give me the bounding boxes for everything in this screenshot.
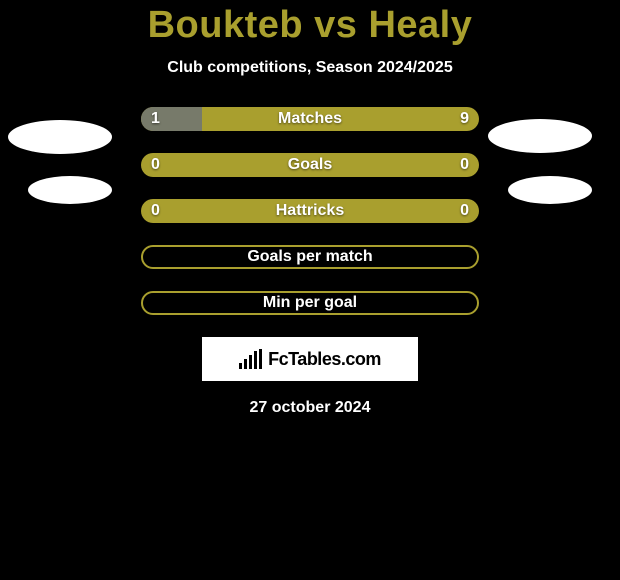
stat-label: Matches — [141, 107, 479, 131]
stat-label: Min per goal — [143, 293, 477, 313]
stat-row-matches: 19Matches — [141, 107, 479, 131]
stat-label: Goals per match — [143, 247, 477, 267]
comparison-rows: 19Matches 00Goals 00Hattricks Goals per mat… — [141, 107, 479, 315]
player-photo-right — [488, 119, 592, 153]
player-photo-right — [508, 176, 592, 204]
page-title: Boukteb vs Healy — [0, 0, 620, 47]
subtitle: Club competitions, Season 2024/2025 — [0, 59, 620, 77]
date-text: 27 october 2024 — [0, 399, 620, 417]
stat-row-hattricks: 00Hattricks — [141, 199, 479, 223]
player-photo-left — [28, 176, 112, 204]
brand-logo-icon — [239, 349, 262, 369]
brand-text: FcTables.com — [268, 349, 381, 370]
stat-row-goals: 00Goals — [141, 153, 479, 177]
stat-row-min-per-goal: Min per goal — [141, 291, 479, 315]
stat-label: Hattricks — [141, 199, 479, 223]
brand-badge: FcTables.com — [202, 337, 418, 381]
stat-label: Goals — [141, 153, 479, 177]
stat-row-goals-per-match: Goals per match — [141, 245, 479, 269]
player-photo-left — [8, 120, 112, 154]
